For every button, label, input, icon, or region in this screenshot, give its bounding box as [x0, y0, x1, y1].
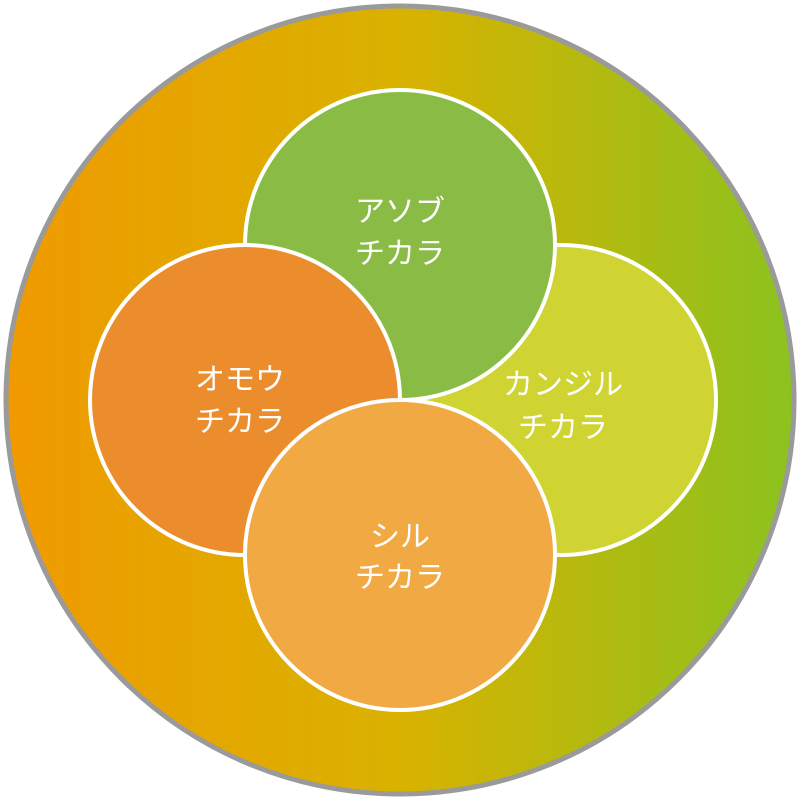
label-shiru-line1: シル	[370, 520, 430, 555]
label-asobu: アソブ チカラ	[355, 195, 445, 272]
label-kanjiru-line2: チカラ	[518, 411, 608, 446]
circle-shiru	[243, 398, 557, 712]
label-kanjiru: カンジル チカラ	[503, 368, 623, 446]
label-asobu-line1: アソブ	[355, 195, 445, 230]
label-asobu-line2: チカラ	[355, 237, 445, 272]
label-omou-line1: オモウ	[195, 363, 285, 398]
label-shiru: シル チカラ	[355, 520, 445, 596]
label-kanjiru-line1: カンジル	[503, 368, 623, 403]
label-omou: オモウ チカラ	[195, 363, 285, 440]
label-omou-line2: チカラ	[195, 405, 285, 440]
label-shiru-line2: チカラ	[355, 561, 445, 596]
